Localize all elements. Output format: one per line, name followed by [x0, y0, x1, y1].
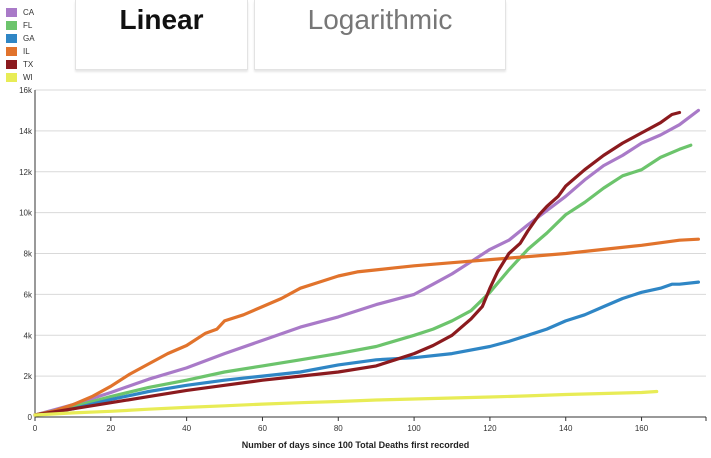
x-tick-label: 60 [258, 424, 267, 433]
y-tick-label: 12k [19, 168, 33, 177]
series-line-ca [35, 110, 698, 415]
x-tick-label: 40 [182, 424, 191, 433]
x-tick-label: 140 [559, 424, 573, 433]
x-tick-label: 80 [334, 424, 343, 433]
series-line-fl [35, 145, 691, 415]
y-tick-label: 0 [28, 413, 33, 422]
y-tick-label: 10k [19, 209, 33, 218]
x-tick-label: 100 [407, 424, 421, 433]
series-line-tx [35, 113, 680, 416]
y-tick-label: 14k [19, 127, 33, 136]
y-tick-label: 2k [24, 372, 33, 381]
x-tick-label: 20 [106, 424, 115, 433]
x-tick-label: 160 [635, 424, 649, 433]
x-tick-label: 120 [483, 424, 497, 433]
series-line-il [35, 239, 698, 415]
y-tick-label: 8k [24, 250, 33, 259]
y-tick-label: 16k [19, 86, 33, 95]
y-tick-label: 4k [24, 331, 33, 340]
y-tick-label: 6k [24, 290, 33, 299]
x-tick-label: 0 [33, 424, 38, 433]
x-axis-label: Number of days since 100 Total Deaths fi… [0, 440, 711, 450]
